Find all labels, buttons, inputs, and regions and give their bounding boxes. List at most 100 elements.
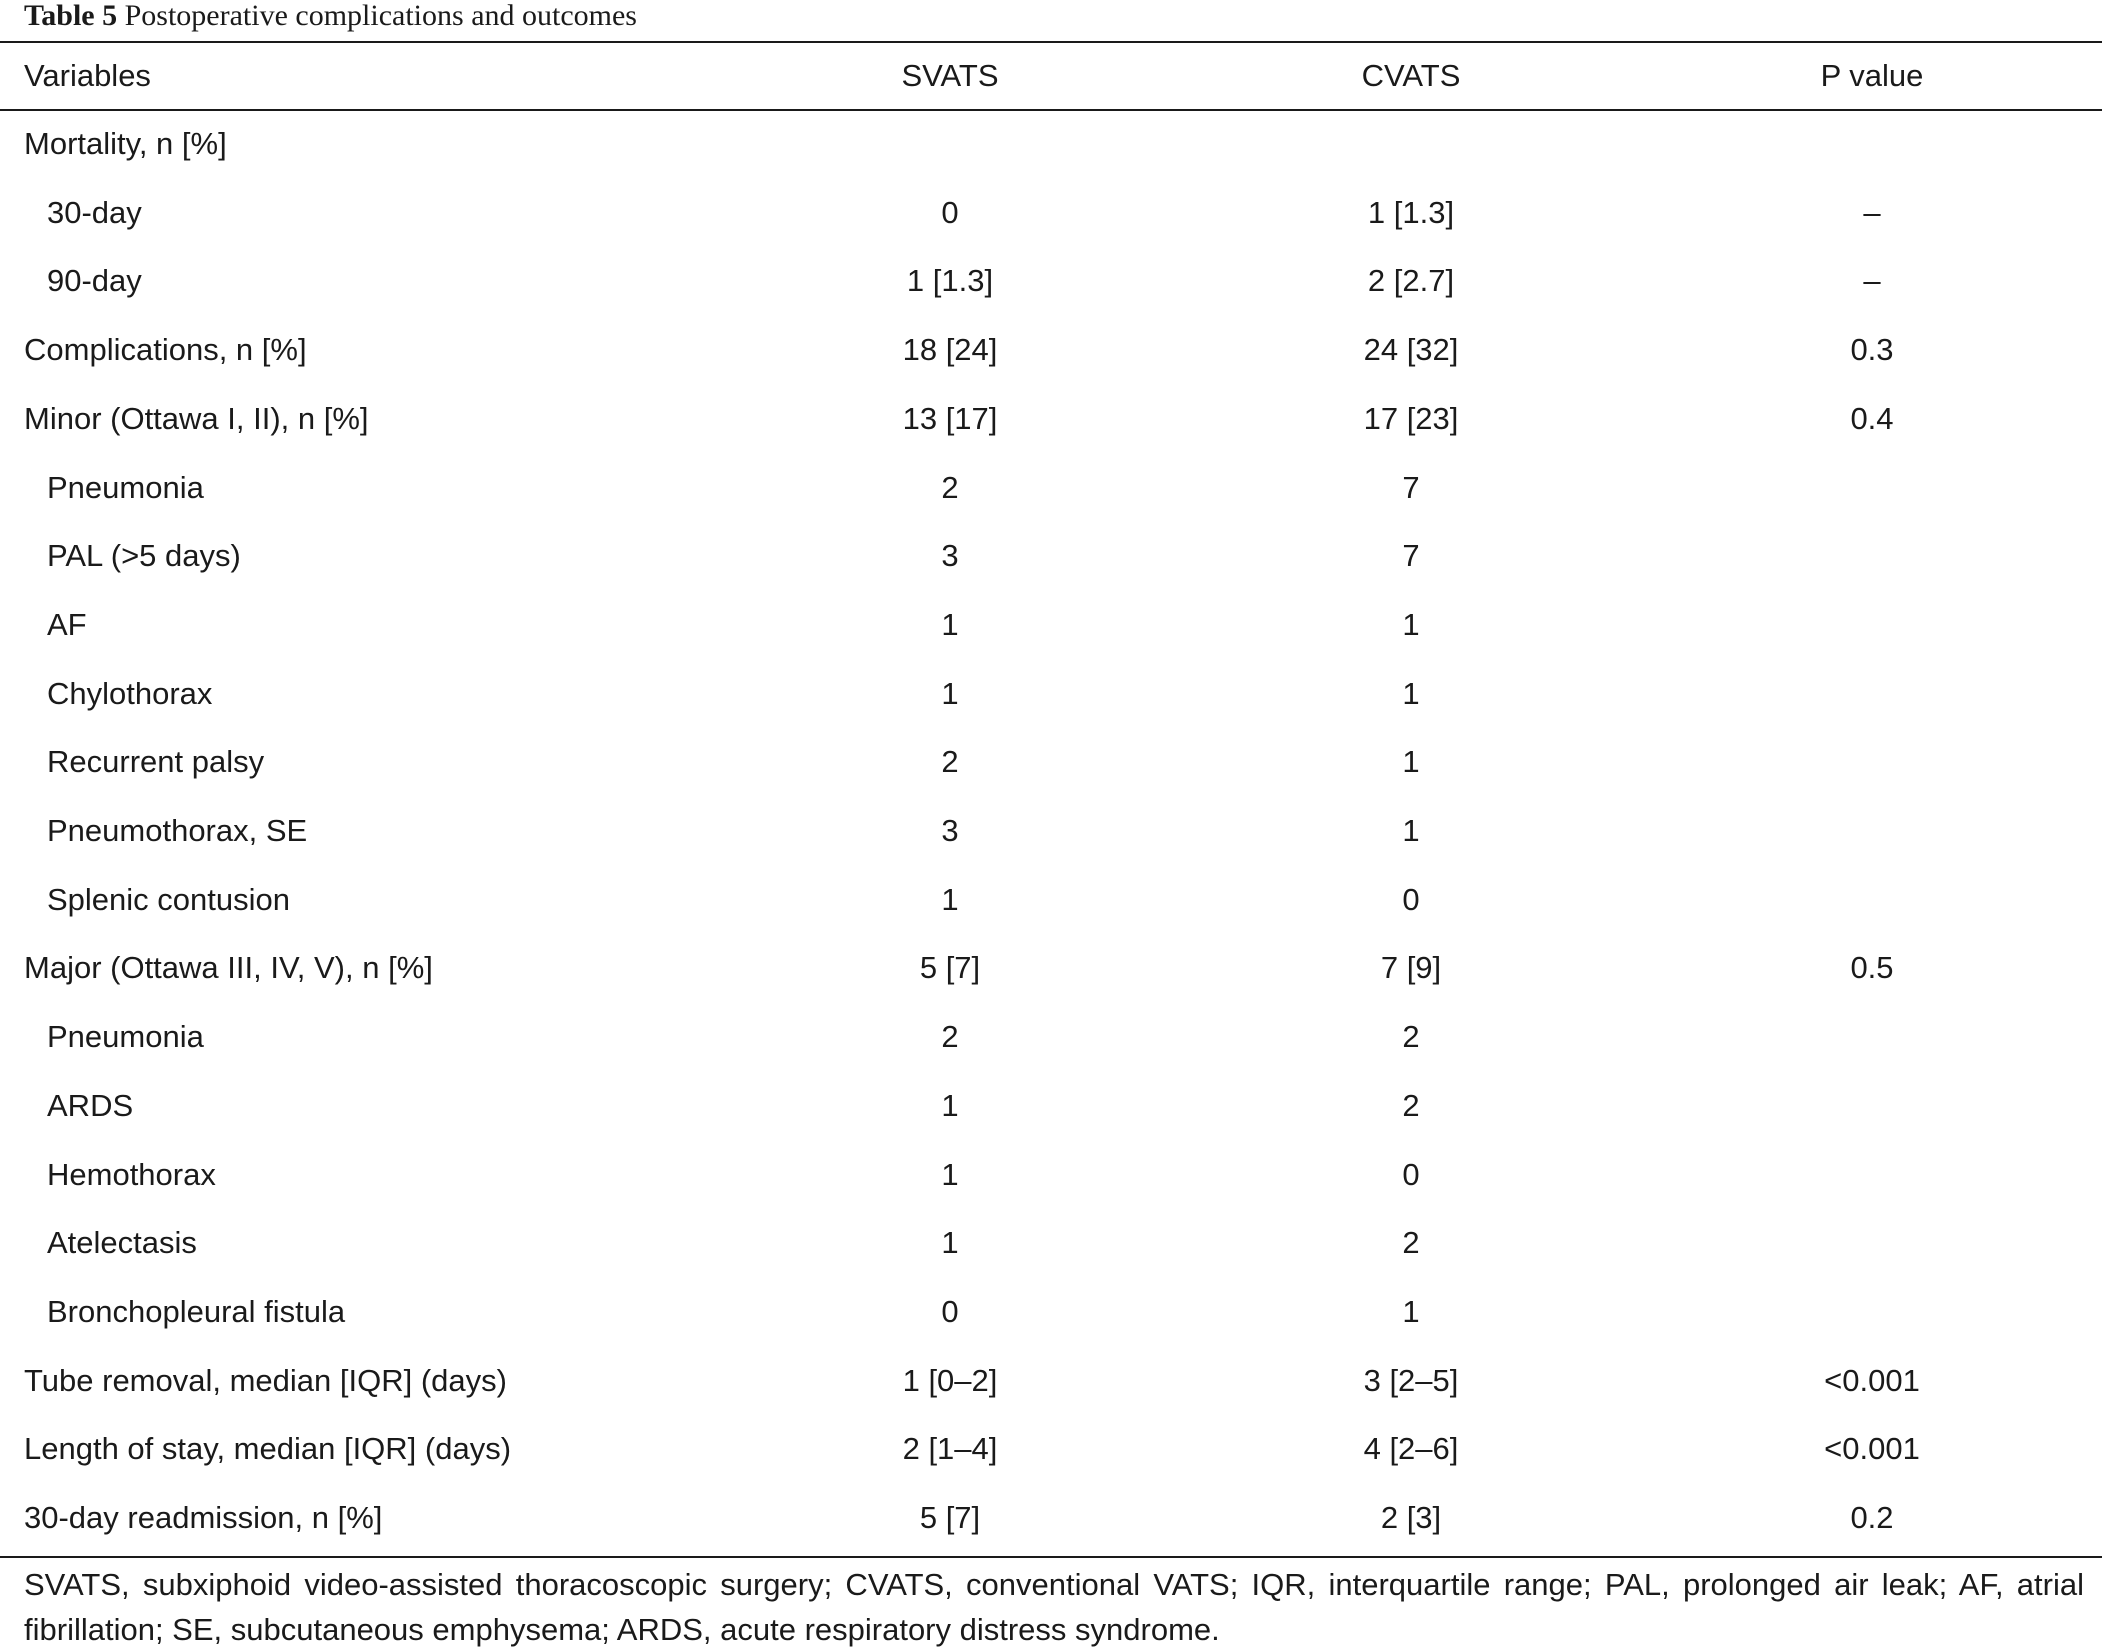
row-p-value: 0.4 <box>1850 400 1894 436</box>
row-label: PAL (>5 days) <box>47 538 241 574</box>
row-svats-value: 13 [17] <box>902 400 998 436</box>
table-row: Pneumothorax, SE 3 1 <box>0 797 2102 865</box>
row-svats-value: 5 [7] <box>919 1500 981 1535</box>
row-label: Mortality, n [%] <box>24 126 227 161</box>
row-cvats-value: 1 <box>1402 675 1420 711</box>
table-row: Mortality, n [%] <box>0 110 2102 178</box>
row-cvats-value: 1 <box>1402 813 1420 848</box>
row-label: Bronchopleural fistula <box>47 1293 346 1329</box>
row-label: Major (Ottawa III, IV, V), n [%] <box>24 950 433 986</box>
row-cvats-value: 4 [2–6] <box>1363 1431 1459 1467</box>
row-label: Length of stay, median [IQR] (days) <box>24 1431 512 1467</box>
row-cvats-value: 17 [23] <box>1363 400 1459 436</box>
top-rule <box>0 41 2102 43</box>
row-cvats-value: 1 <box>1402 744 1420 780</box>
table-row: Bronchopleural fistula 0 1 <box>0 1278 2102 1346</box>
row-label: 30-day <box>47 194 142 230</box>
table-row: ARDS 1 2 <box>0 1072 2102 1140</box>
table-row: 30-day readmission, n [%] 5 [7] 2 [3] 0.2 <box>0 1484 2102 1552</box>
row-svats-value: 18 [24] <box>902 332 998 368</box>
row-cvats-value: 7 <box>1402 469 1420 505</box>
row-svats-value: 0 <box>941 194 959 230</box>
row-p-value: 0.3 <box>1850 332 1894 368</box>
row-svats-value: 2 <box>941 744 959 780</box>
row-svats-value: 1 [1.3] <box>906 263 994 299</box>
bottom-rule <box>0 1555 2102 1558</box>
table-row: 30-day 0 1 [1.3] – <box>0 179 2102 247</box>
row-label: Splenic contusion <box>47 881 290 917</box>
row-svats-value: 1 <box>941 1156 959 1192</box>
row-label: Recurrent palsy <box>47 744 265 780</box>
table-number: Table 5 <box>24 0 118 32</box>
table-row: Major (Ottawa III, IV, V), n [%] 5 [7] 7 [… <box>0 934 2102 1002</box>
row-p-value: <0.001 <box>1824 1431 1920 1467</box>
row-label: Pneumothorax, SE <box>47 813 308 848</box>
row-svats-value: 1 <box>941 606 959 642</box>
header-variables: Variables <box>24 58 151 93</box>
header-svats: SVATS <box>901 58 999 93</box>
row-label: Minor (Ottawa I, II), n [%] <box>24 400 369 436</box>
row-cvats-value: 3 [2–5] <box>1363 1362 1459 1398</box>
table-title: Postoperative complications and outcomes <box>124 0 637 32</box>
table-row: Tube removal, median [IQR] (days) 1 [0–2]… <box>0 1347 2102 1415</box>
row-cvats-value: 2 [3] <box>1380 1500 1442 1535</box>
table-row: Pneumonia 2 7 <box>0 454 2102 522</box>
row-cvats-value: 2 <box>1402 1019 1420 1055</box>
table-row: Recurrent palsy 2 1 <box>0 728 2102 796</box>
row-svats-value: 2 [1–4] <box>902 1431 998 1467</box>
table-row: Splenic contusion 1 0 <box>0 866 2102 934</box>
table-row: Complications, n [%] 18 [24] 24 [32] 0.3 <box>0 316 2102 384</box>
row-svats-value: 5 [7] <box>919 950 981 986</box>
table-row: Pneumonia 2 2 <box>0 1003 2102 1071</box>
row-cvats-value: 24 [32] <box>1363 332 1459 368</box>
row-svats-value: 2 <box>941 1019 959 1055</box>
header-cvats: CVATS <box>1361 58 1461 93</box>
row-svats-value: 1 <box>941 1225 959 1261</box>
row-p-value: – <box>1863 263 1881 299</box>
table-row: Length of stay, median [IQR] (days) 2 [1–… <box>0 1415 2102 1483</box>
row-cvats-value: 7 [9] <box>1380 950 1442 986</box>
row-label: 90-day <box>47 263 142 299</box>
row-cvats-value: 0 <box>1402 881 1420 917</box>
row-label: AF <box>47 606 87 642</box>
row-cvats-value: 1 [1.3] <box>1367 194 1455 230</box>
row-cvats-value: 2 <box>1402 1225 1420 1261</box>
row-label: Pneumonia <box>47 469 204 505</box>
row-svats-value: 1 <box>941 1087 959 1123</box>
header-rule <box>0 109 2102 111</box>
row-p-value: 0.2 <box>1850 1500 1894 1535</box>
header-p-value: P value <box>1820 58 1924 93</box>
row-cvats-value: 1 <box>1402 606 1420 642</box>
table-caption: Table 5 Postoperative complications and … <box>24 0 637 36</box>
table-row: Minor (Ottawa I, II), n [%] 13 [17] 17 [23… <box>0 385 2102 453</box>
row-cvats-value: 1 <box>1402 1293 1420 1329</box>
table-row: PAL (>5 days) 3 7 <box>0 522 2102 590</box>
table-row: Hemothorax 1 0 <box>0 1141 2102 1209</box>
row-svats-value: 3 <box>941 538 959 574</box>
row-label: 30-day readmission, n [%] <box>24 1500 383 1535</box>
row-label: ARDS <box>47 1087 134 1123</box>
row-label: Atelectasis <box>47 1225 197 1261</box>
row-svats-value: 0 <box>941 1293 959 1329</box>
table-row: Atelectasis 1 2 <box>0 1209 2102 1277</box>
row-p-value: <0.001 <box>1824 1362 1920 1398</box>
row-p-value: – <box>1863 194 1881 230</box>
table-row: AF 1 1 <box>0 591 2102 659</box>
row-label: Complications, n [%] <box>24 332 307 368</box>
row-label: Hemothorax <box>47 1156 216 1192</box>
row-svats-value: 2 <box>941 469 959 505</box>
row-label: Pneumonia <box>47 1019 204 1055</box>
row-cvats-value: 0 <box>1402 1156 1420 1192</box>
row-label: Tube removal, median [IQR] (days) <box>24 1362 507 1398</box>
row-svats-value: 1 <box>941 675 959 711</box>
table-row: 90-day 1 [1.3] 2 [2.7] – <box>0 247 2102 315</box>
row-cvats-value: 7 <box>1402 538 1420 574</box>
table-row: Chylothorax 1 1 <box>0 660 2102 728</box>
header-row: Variables SVATS CVATS P value <box>0 42 2102 110</box>
row-p-value: 0.5 <box>1850 950 1894 986</box>
row-svats-value: 3 <box>941 813 959 848</box>
row-cvats-value: 2 <box>1402 1087 1420 1123</box>
table-footnote: SVATS, subxiphoid video-assisted thoraco… <box>24 1567 2084 1647</box>
row-svats-value: 1 [0–2] <box>902 1362 998 1398</box>
row-label: Chylothorax <box>47 675 213 711</box>
